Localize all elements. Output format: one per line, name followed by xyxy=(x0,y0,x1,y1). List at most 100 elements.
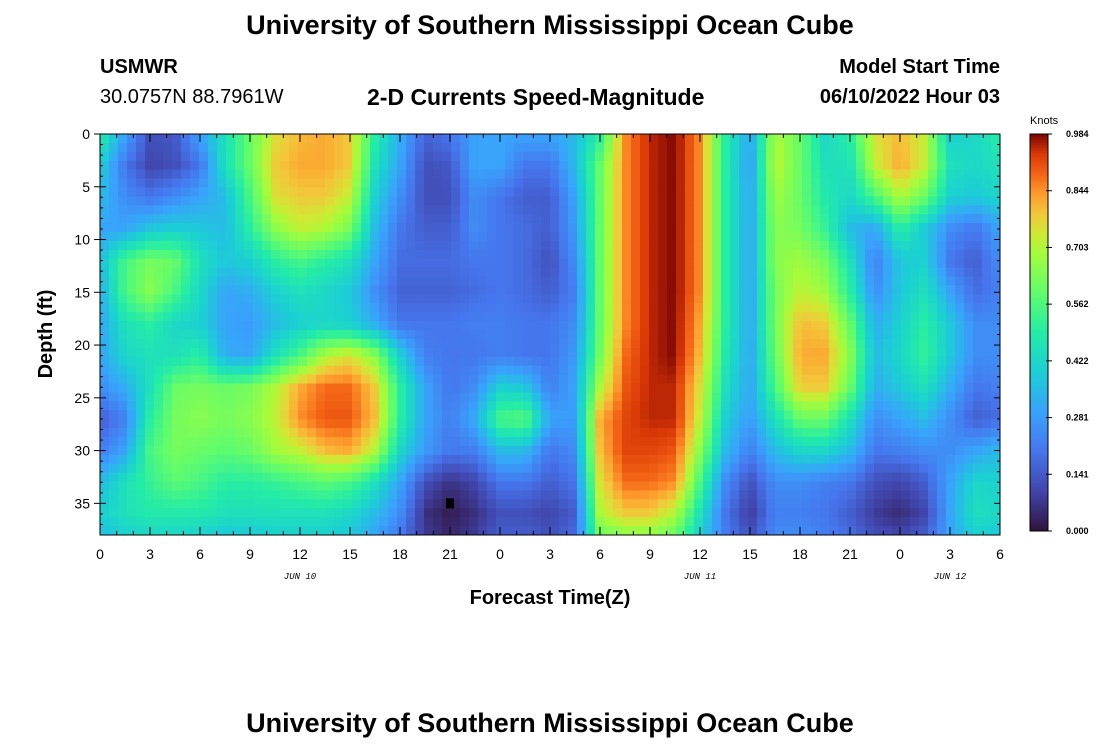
heatmap-cell xyxy=(487,419,497,429)
heatmap-cell xyxy=(370,419,380,429)
heatmap-cell xyxy=(235,267,245,278)
heatmap-cell xyxy=(784,240,794,251)
heatmap-cell xyxy=(181,232,191,242)
heatmap-cell xyxy=(613,169,623,180)
heatmap-cell xyxy=(748,490,758,500)
heatmap-cell xyxy=(100,151,110,162)
heatmap-cell xyxy=(919,383,929,394)
heatmap-cell xyxy=(442,178,452,189)
heatmap-cell xyxy=(208,517,218,527)
heatmap-cell xyxy=(847,258,857,269)
heatmap-cell xyxy=(928,303,938,313)
heatmap-cell xyxy=(460,169,470,180)
heatmap-cell xyxy=(721,481,731,492)
heatmap-cell xyxy=(955,374,965,385)
heatmap-cell xyxy=(487,249,497,260)
heatmap-cell xyxy=(946,347,956,358)
heatmap-cell xyxy=(154,178,164,189)
x-axis: 0 3 6 9 12 15 18 21 0 3 6 9 12 15 18 21 0 3 6 xyxy=(96,134,1004,562)
heatmap-cell xyxy=(658,472,668,483)
heatmap-cell xyxy=(991,285,1000,295)
heatmap-cell xyxy=(865,481,875,492)
heatmap-cell xyxy=(937,490,947,500)
heatmap-cell xyxy=(406,374,416,385)
heatmap-cell xyxy=(370,169,380,180)
heatmap-cell xyxy=(226,481,236,492)
heatmap-cell xyxy=(919,276,929,287)
heatmap-cell xyxy=(910,303,920,313)
heatmap-cell xyxy=(388,196,398,206)
y-tick-label: 20 xyxy=(74,337,90,353)
heatmap-cell xyxy=(559,258,569,269)
heatmap-cell xyxy=(397,330,407,340)
heatmap-cell xyxy=(793,178,803,189)
heatmap-cell xyxy=(802,338,812,349)
heatmap-cell xyxy=(757,240,767,251)
heatmap-cell xyxy=(136,178,146,189)
heatmap-cell xyxy=(136,303,146,313)
heatmap-cell xyxy=(307,178,317,189)
heatmap-cell xyxy=(838,481,848,492)
heatmap-cell xyxy=(703,321,713,331)
heatmap-cell xyxy=(766,481,776,492)
heatmap-cell xyxy=(703,187,713,197)
heatmap-cell xyxy=(451,490,461,500)
heatmap-cell xyxy=(379,178,389,189)
heatmap-cell xyxy=(721,321,731,331)
heatmap-cell xyxy=(469,240,479,251)
heatmap-cell xyxy=(244,472,254,483)
heatmap-cell xyxy=(586,338,596,349)
heatmap-cell xyxy=(334,445,344,456)
heatmap-cell xyxy=(991,526,1000,535)
heatmap-cell xyxy=(910,205,920,215)
heatmap-cell xyxy=(217,436,227,447)
heatmap-cell xyxy=(217,454,227,465)
heatmap-cell xyxy=(595,160,605,171)
heatmap-cell xyxy=(712,481,722,492)
heatmap-cell xyxy=(892,205,902,215)
heatmap-cell xyxy=(532,517,542,527)
heatmap-cell xyxy=(676,463,686,474)
heatmap-cell xyxy=(262,205,272,215)
heatmap-cell xyxy=(352,392,362,402)
heatmap-cell xyxy=(856,151,866,162)
heatmap-cell xyxy=(955,356,965,367)
heatmap-cell xyxy=(235,285,245,295)
heatmap-cell xyxy=(163,294,173,304)
heatmap-cell xyxy=(910,454,920,465)
heatmap-cell xyxy=(235,160,245,171)
heatmap-cell xyxy=(505,312,515,322)
heatmap-cell xyxy=(154,276,164,287)
heatmap-cell xyxy=(712,463,722,474)
heatmap-cell xyxy=(811,374,821,385)
heatmap-cell xyxy=(559,472,569,483)
heatmap-cell xyxy=(712,392,722,402)
heatmap-cell xyxy=(334,321,344,331)
heatmap-cell xyxy=(577,383,587,394)
heatmap-cell xyxy=(487,303,497,313)
heatmap-cell xyxy=(343,321,353,331)
heatmap-cell xyxy=(316,276,326,287)
heatmap-cell xyxy=(937,383,947,394)
heatmap-cell xyxy=(577,294,587,304)
heatmap-cell xyxy=(613,374,623,385)
heatmap-cell xyxy=(154,472,164,483)
heatmap-cell xyxy=(109,232,119,242)
heatmap-cell xyxy=(946,356,956,367)
heatmap-cell xyxy=(271,463,281,474)
heatmap-cell xyxy=(694,481,704,492)
heatmap-cell xyxy=(505,508,515,518)
heatmap-cell xyxy=(433,160,443,171)
heatmap-cell xyxy=(820,490,830,500)
heatmap-cell xyxy=(172,205,182,215)
heatmap-cell xyxy=(739,267,749,278)
heatmap-cell xyxy=(280,223,290,233)
heatmap-cell xyxy=(406,472,416,483)
heatmap-cell xyxy=(874,463,884,474)
heatmap-cell xyxy=(937,410,947,420)
heatmap-cell xyxy=(361,517,371,527)
heatmap-cell xyxy=(955,178,965,189)
heatmap-cell xyxy=(217,178,227,189)
heatmap-cell xyxy=(190,517,200,527)
